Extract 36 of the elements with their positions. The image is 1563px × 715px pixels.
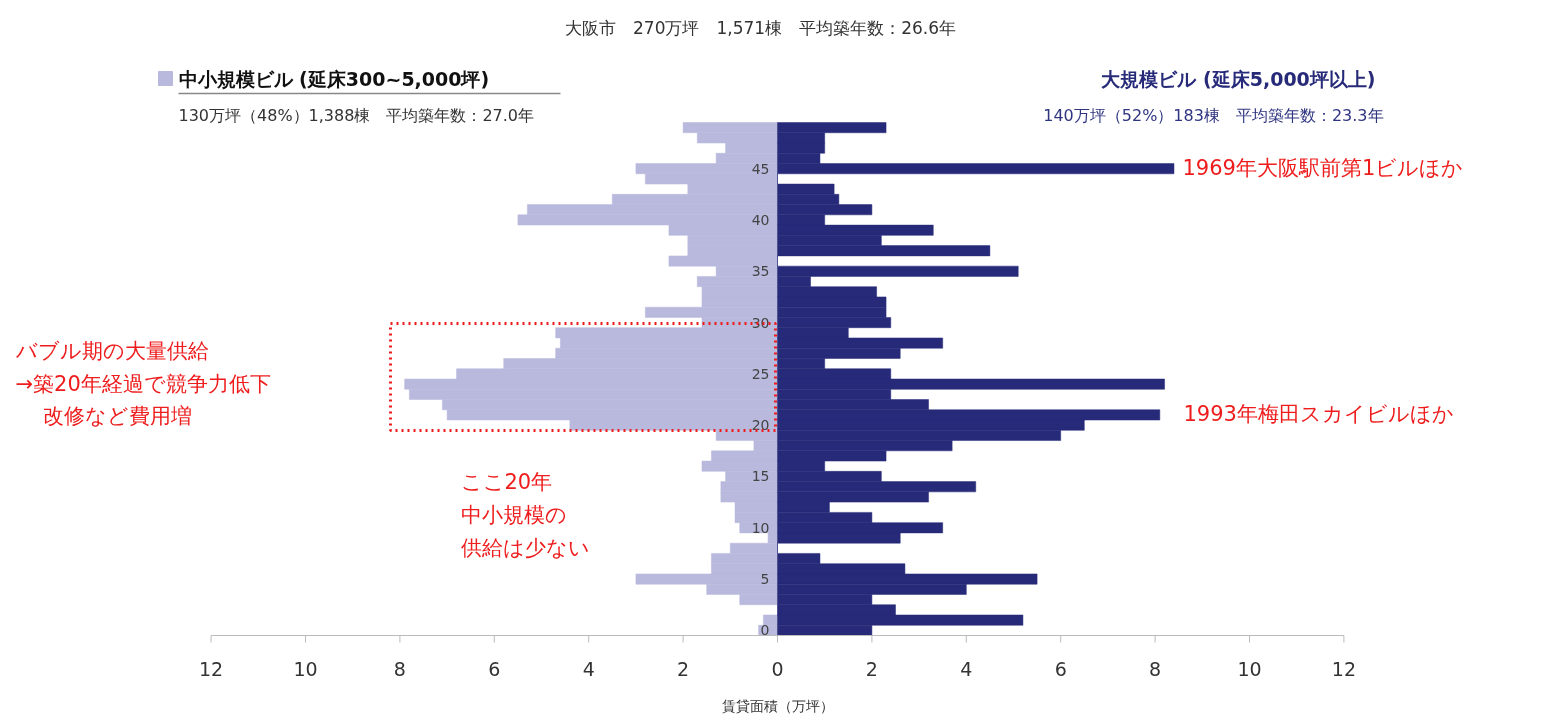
x-tick-label: 6 [1054,657,1067,680]
annotation: ここ20年 [460,469,553,494]
x-tick-label: 12 [199,657,224,680]
x-tick-label: 8 [393,657,406,680]
y-tick-label: 45 [751,160,770,177]
legend-label: 中小規模ビル (延床300~5,000坪) [178,67,490,90]
x-tick-label: 6 [488,657,501,680]
y-tick-label: 0 [760,622,770,639]
text: 改修など費用増 [42,403,192,428]
y-tick-label: 20 [751,417,770,434]
annotation: 供給は少ない [460,535,590,560]
y-tick-label: 35 [751,263,770,280]
text: 大規模ビル (延床5,000坪以上) [1101,67,1376,90]
y-tick-label: 30 [751,314,770,331]
x-tick-label: 10 [1237,657,1262,680]
y-tick-label: 40 [751,211,770,228]
y-tick-label: 15 [751,468,770,485]
x-tick-label: 10 [293,657,318,680]
annotation: 130万坪（48%）1,388棟 平均築年数：27.0年 [178,106,535,125]
chart-title: 大阪市 270万坪 1,571棟 平均築年数：26.6年 [565,17,956,38]
annotation: 中小規模の [460,502,567,527]
y-tick-label: 25 [751,365,770,382]
x-tick-label: 2 [865,657,878,680]
annotation: →築20年経過で競争力低下 [15,371,271,396]
x-tick-label: 4 [582,657,595,680]
text: バブル期の大量供給 [14,338,209,363]
y-tick-label: 10 [751,519,770,536]
x-tick-label: 8 [1149,657,1162,680]
x-axis-title: 賃貸面積（万坪） [721,697,834,714]
annotation: 1969年大阪駅前第1ビルほか [1182,155,1464,180]
x-tick-label: 4 [960,657,973,680]
x-tick-label: 2 [677,657,690,680]
annotation: 140万坪（52%）183棟 平均築年数：23.3年 [1043,106,1384,125]
y-tick-label: 5 [760,571,770,588]
annotation: 1993年梅田スカイビルほか [1183,401,1454,426]
x-tick-label: 12 [1331,657,1356,680]
